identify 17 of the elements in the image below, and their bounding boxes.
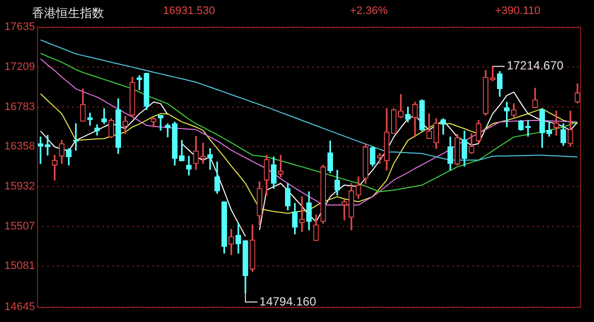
y-tick-label: 15507: [4, 220, 35, 232]
y-tick-label: 15932: [4, 180, 35, 193]
y-tick-label: 17209: [4, 60, 35, 73]
text: +390.110: [495, 5, 540, 17]
chart-title: 香港恒生指数: [32, 5, 104, 22]
text: 16931.530: [163, 5, 215, 17]
annotation: 17214.670: [506, 58, 564, 73]
y-tick-label: 17635: [4, 21, 35, 34]
candlestick: [299, 196, 305, 232]
y-tick-label: 15081: [4, 260, 35, 272]
text: +2.36%: [350, 5, 388, 17]
y-tick-label: 16358: [4, 140, 35, 153]
y-tick-label: 16783: [4, 100, 35, 113]
y-tick-label: 14645: [4, 301, 35, 314]
annotation: 14794.160: [259, 294, 316, 308]
candlestick: [525, 120, 531, 137]
candlestick: [200, 142, 206, 164]
